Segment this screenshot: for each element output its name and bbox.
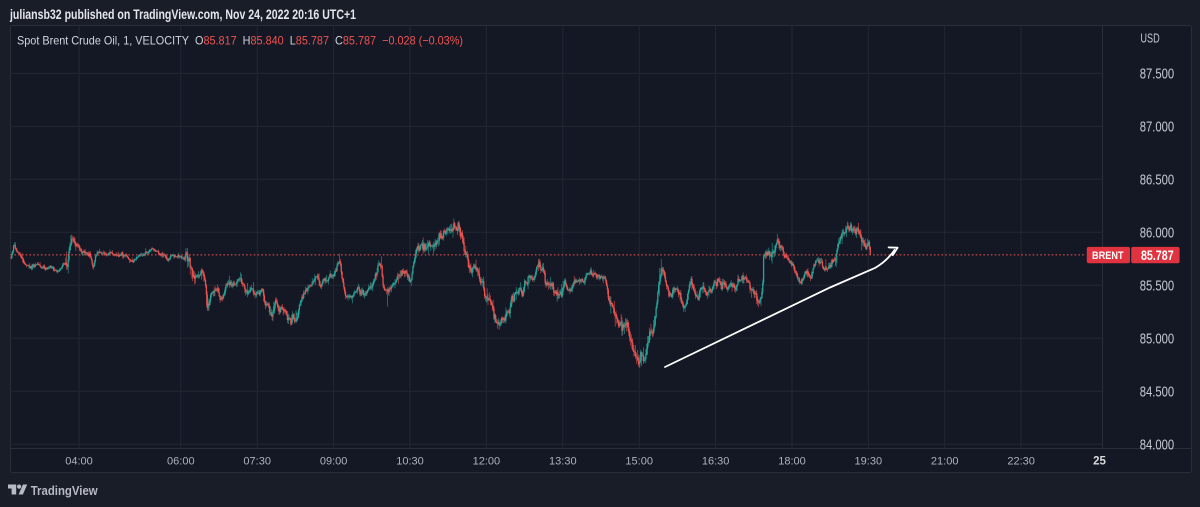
svg-text:BRENT: BRENT — [1092, 250, 1124, 262]
svg-text:84.500: 84.500 — [1140, 384, 1175, 400]
svg-text:18:00: 18:00 — [778, 456, 806, 468]
svg-text:85.787: 85.787 — [1141, 248, 1174, 263]
svg-text:21:00: 21:00 — [931, 456, 959, 468]
svg-text:86.500: 86.500 — [1140, 173, 1175, 189]
svg-text:15:00: 15:00 — [625, 456, 653, 468]
svg-text:Spot Brent Crude Oil, 1, VELOC: Spot Brent Crude Oil, 1, VELOCITY O85.81… — [17, 34, 463, 48]
svg-text:12:00: 12:00 — [473, 456, 501, 468]
svg-text:85.000: 85.000 — [1140, 332, 1175, 348]
svg-text:86.000: 86.000 — [1140, 226, 1175, 242]
svg-text:10:30: 10:30 — [396, 456, 424, 468]
svg-text:22:30: 22:30 — [1007, 456, 1035, 468]
svg-text:19:30: 19:30 — [855, 456, 883, 468]
svg-text:85.500: 85.500 — [1140, 279, 1175, 295]
svg-text:87.500: 87.500 — [1140, 67, 1175, 83]
svg-text:13:30: 13:30 — [549, 456, 577, 468]
svg-text:84.000: 84.000 — [1140, 437, 1175, 453]
svg-text:juliansb32 published on Tradin: juliansb32 published on TradingView.com,… — [9, 7, 356, 22]
svg-text:TradingView: TradingView — [31, 483, 99, 498]
svg-text:USD: USD — [1140, 31, 1159, 46]
svg-text:06:00: 06:00 — [167, 456, 195, 468]
svg-text:07:30: 07:30 — [243, 456, 271, 468]
svg-text:16:30: 16:30 — [702, 456, 730, 468]
svg-text:25: 25 — [1093, 456, 1106, 468]
svg-text:09:00: 09:00 — [320, 456, 348, 468]
svg-text:87.000: 87.000 — [1140, 120, 1175, 136]
svg-text:04:00: 04:00 — [65, 456, 93, 468]
